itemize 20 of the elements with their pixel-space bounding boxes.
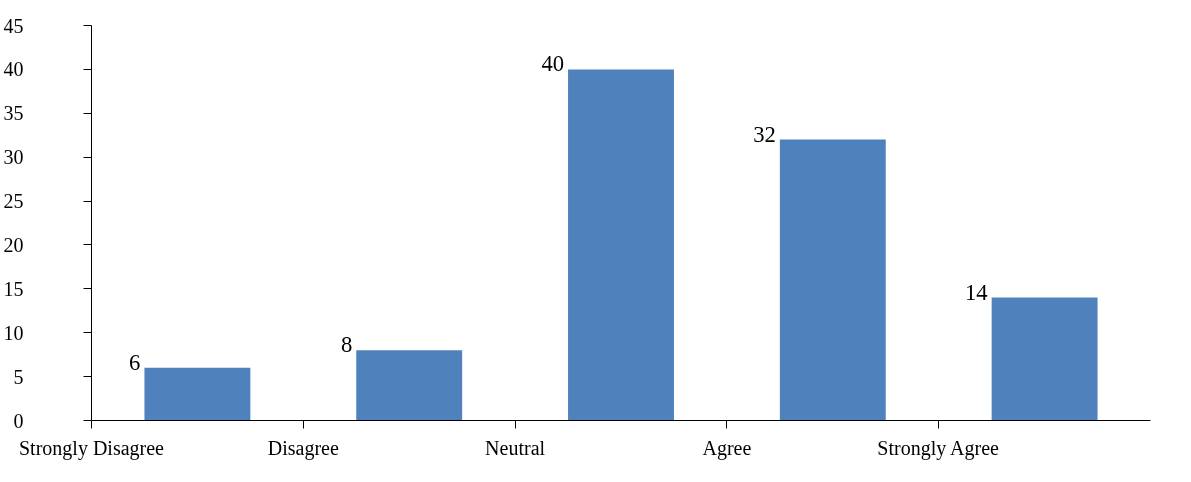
- y-tick-label: 30: [3, 146, 24, 169]
- x-tick-label: Neutral: [485, 436, 546, 459]
- x-tick-label: Agree: [702, 436, 752, 460]
- data-label: 40: [541, 51, 565, 77]
- y-tick-label: 25: [3, 190, 24, 213]
- y-tick-label: 0: [13, 409, 24, 432]
- y-tick-label: 20: [3, 233, 24, 256]
- data-label: 32: [753, 121, 776, 147]
- data-label: 14: [964, 279, 988, 305]
- x-tick-label: Disagree: [267, 436, 339, 460]
- y-tick-label: 40: [3, 58, 24, 81]
- x-tick-label: Strongly Agree: [877, 436, 1000, 460]
- y-tick-label: 15: [3, 277, 24, 300]
- data-label: 6: [129, 349, 141, 375]
- y-tick-label: 45: [3, 14, 24, 37]
- data-label: 8: [340, 332, 353, 358]
- y-tick-label: 35: [3, 102, 24, 125]
- y-tick-label: 10: [3, 321, 24, 344]
- x-tick-label: Strongly Disagree: [19, 436, 165, 460]
- y-tick-label: 5: [13, 365, 24, 388]
